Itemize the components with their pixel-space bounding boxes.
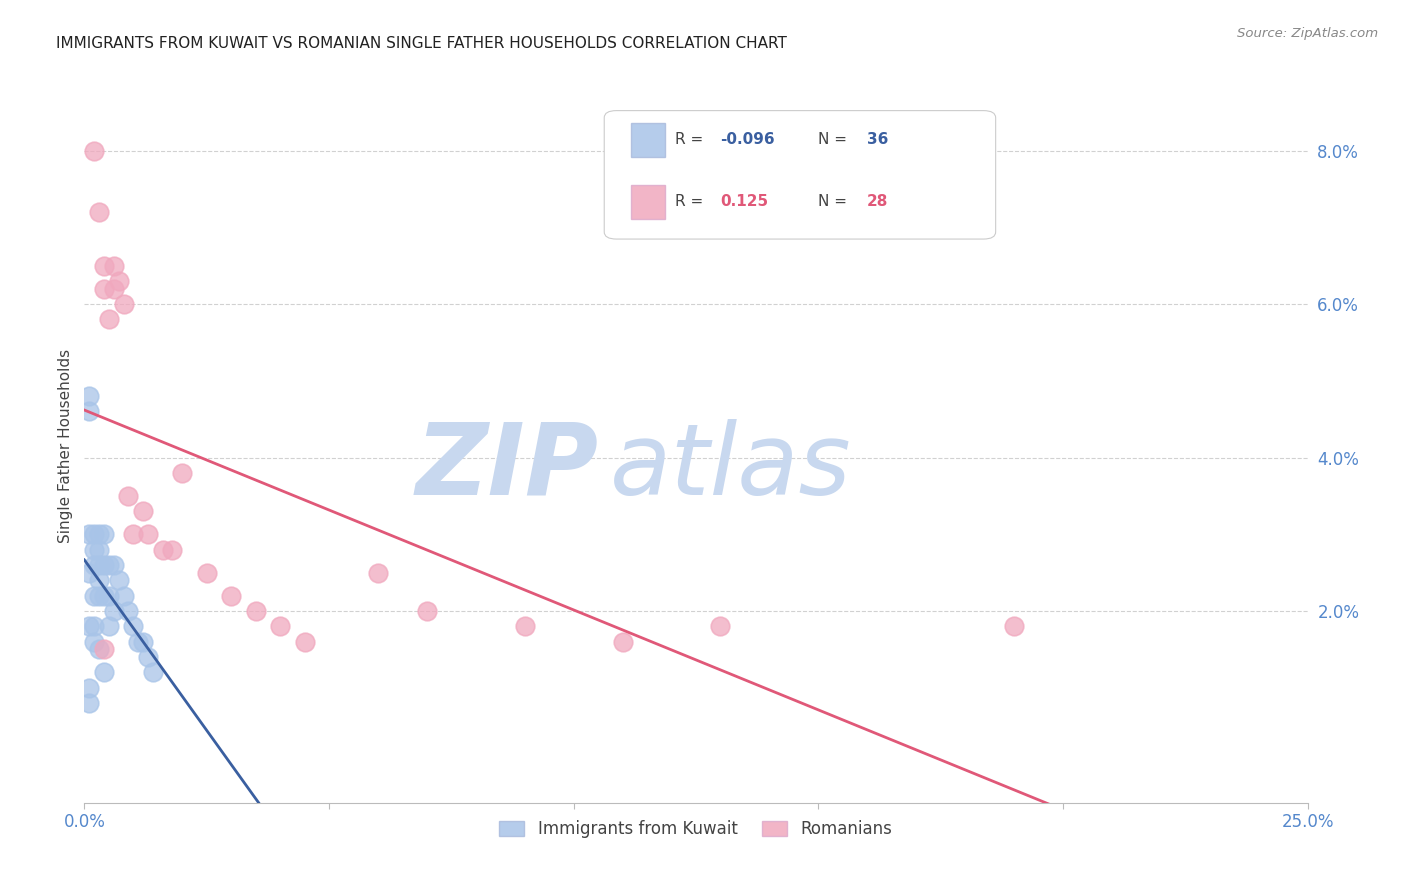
Point [83,542,105,557]
Point [77,619,100,633]
Point [132,634,155,648]
Point [172,466,194,480]
Text: IMMIGRANTS FROM KUWAIT VS ROMANIAN SINGLE FATHER HOUSEHOLDS CORRELATION CHART: IMMIGRANTS FROM KUWAIT VS ROMANIAN SINGL… [56,36,787,51]
Point [245,604,267,618]
Point [87,558,110,572]
Point [93,259,115,273]
Point [132,504,155,518]
Point [83,589,105,603]
Text: -0.096: -0.096 [720,132,775,147]
Point [87,642,110,657]
Point [87,527,110,541]
Point [117,489,139,503]
Point [93,282,115,296]
Point [93,642,115,657]
FancyBboxPatch shape [631,185,665,219]
Text: 36: 36 [868,132,889,147]
Point [142,665,165,680]
Legend: Immigrants from Kuwait, Romanians: Immigrants from Kuwait, Romanians [492,814,900,845]
Point [77,566,100,580]
Point [83,558,105,572]
Text: R =: R = [675,194,703,210]
Point [77,681,100,695]
Point [136,650,159,665]
Point [77,527,100,541]
Point [112,297,135,311]
Point [122,619,145,633]
Point [269,619,291,633]
Point [97,312,120,326]
Point [162,542,184,557]
FancyBboxPatch shape [631,123,665,157]
Y-axis label: Single Father Households: Single Father Households [58,349,73,543]
Point [87,589,110,603]
Point [93,558,115,572]
Point [112,589,135,603]
Point [103,558,125,572]
Point [83,144,105,158]
Point [93,665,115,680]
Text: 0.125: 0.125 [720,194,769,210]
Text: 28: 28 [868,194,889,210]
Point [107,574,129,588]
Point [136,527,159,541]
Point [87,574,110,588]
Point [513,619,536,633]
Point [77,389,100,403]
Point [93,589,115,603]
Point [97,558,120,572]
Point [367,566,389,580]
Point [107,274,129,288]
Point [97,619,120,633]
Point [1002,619,1025,633]
Point [127,634,149,648]
FancyBboxPatch shape [605,111,995,239]
Point [77,404,100,418]
Point [612,634,634,648]
Text: atlas: atlas [610,419,852,516]
Point [87,542,110,557]
Text: N =: N = [818,132,848,147]
Point [83,634,105,648]
Point [152,542,174,557]
Point [122,527,145,541]
Point [219,589,242,603]
Point [117,604,139,618]
Point [83,619,105,633]
Point [195,566,218,580]
Point [87,205,110,219]
Point [416,604,439,618]
Text: R =: R = [675,132,703,147]
Point [77,696,100,710]
Text: N =: N = [818,194,848,210]
Point [83,527,105,541]
Point [103,604,125,618]
Text: ZIP: ZIP [415,419,598,516]
Point [93,527,115,541]
Text: Source: ZipAtlas.com: Source: ZipAtlas.com [1237,27,1378,40]
Point [103,282,125,296]
Point [97,589,120,603]
Point [709,619,731,633]
Point [103,259,125,273]
Point [294,634,316,648]
